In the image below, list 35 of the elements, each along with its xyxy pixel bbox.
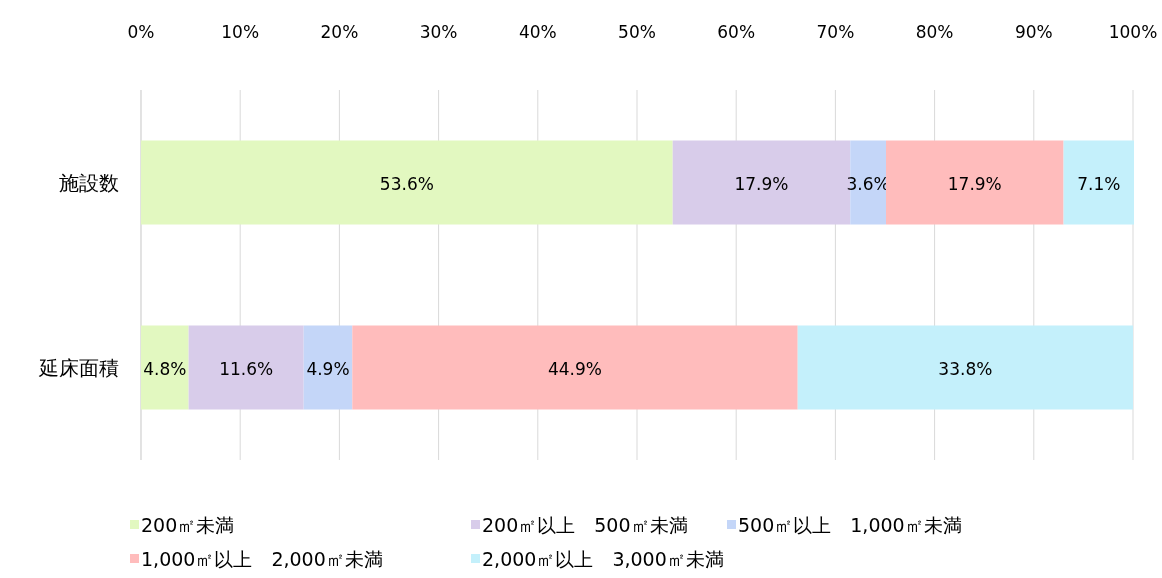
data-label: 17.9% — [947, 173, 1002, 194]
data-label: 4.9% — [306, 358, 350, 379]
legend-label: 2,000㎡以上 3,000㎡未満 — [482, 548, 724, 570]
x-tick-label: 70% — [816, 22, 855, 42]
x-tick-label: 20% — [320, 22, 359, 42]
data-label: 4.8% — [143, 358, 187, 379]
x-tick-label: 40% — [518, 22, 557, 42]
bar — [141, 325, 189, 410]
x-tick-label: 0% — [127, 22, 155, 42]
data-label: 7.1% — [1077, 173, 1121, 194]
bar — [1063, 140, 1134, 225]
x-tick-label: 80% — [915, 22, 954, 42]
x-tick-label: 90% — [1014, 22, 1053, 42]
bar — [303, 325, 353, 410]
bar — [141, 140, 673, 225]
x-tick-label: 60% — [717, 22, 756, 42]
data-label: 53.6% — [379, 173, 434, 194]
x-tick-label: 30% — [419, 22, 458, 42]
y-tick-label: 延床面積 — [38, 355, 119, 380]
x-tick-label: 50% — [618, 22, 656, 42]
legend-label: 200㎡以上 500㎡未満 — [482, 514, 688, 536]
data-label: 33.8% — [938, 358, 993, 379]
data-label: 44.9% — [547, 358, 603, 379]
x-tick-label: 10% — [221, 22, 260, 42]
legend-label: 200㎡未満 — [141, 514, 235, 536]
legend-label: 1,000㎡以上 2,000㎡未満 — [141, 548, 383, 570]
x-tick-label: 100% — [1108, 22, 1158, 42]
y-tick-label: 施設数 — [59, 170, 119, 195]
data-label: 11.6% — [219, 358, 274, 379]
bar — [797, 325, 1133, 410]
legend-label: 500㎡以上 1,000㎡未満 — [738, 514, 962, 536]
bar — [885, 140, 1064, 225]
bar — [352, 325, 798, 410]
data-label: 17.9% — [734, 173, 789, 194]
bar — [188, 325, 304, 410]
